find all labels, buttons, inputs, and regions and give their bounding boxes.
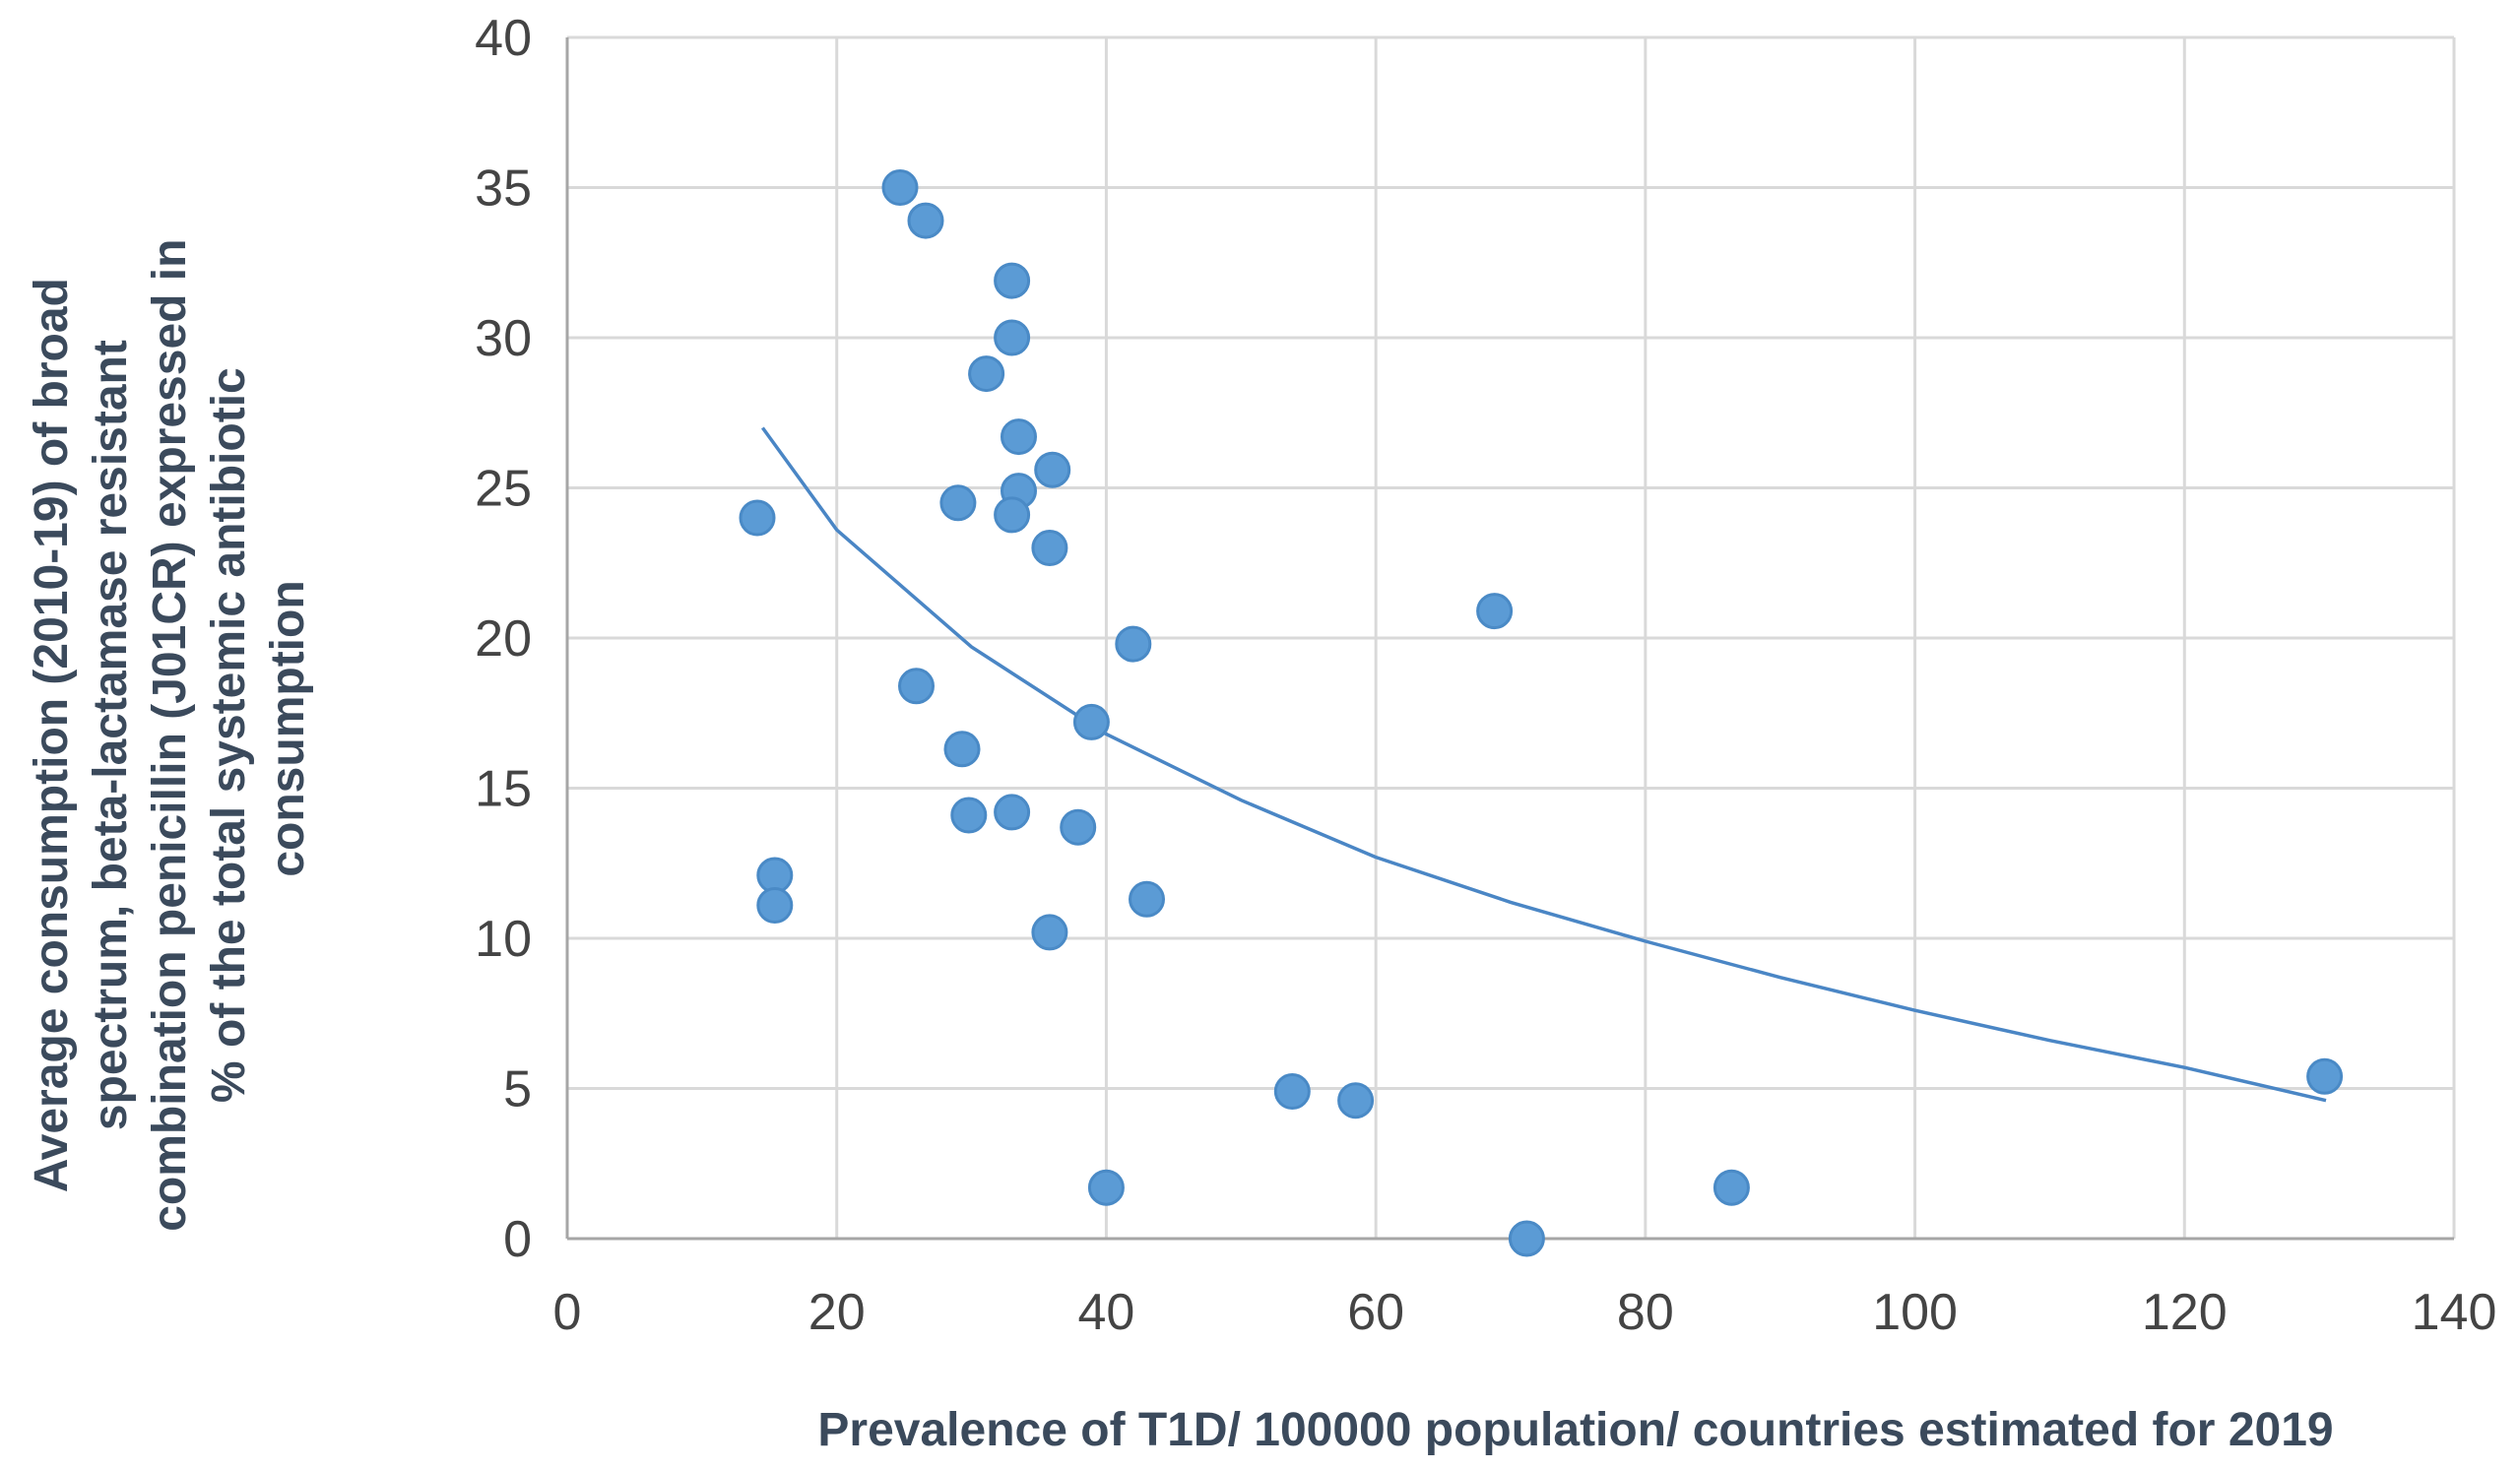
data-point <box>2306 1057 2344 1095</box>
trendline <box>760 426 2327 1103</box>
data-point <box>1337 1082 1375 1119</box>
y-axis-title-line-2: spectrum, beta-lactamase resistant <box>85 340 137 1130</box>
y-tick-labels: 0 5 10 15 20 25 30 35 40 <box>475 10 532 1268</box>
data-point <box>943 731 981 768</box>
data-point <box>1001 418 1037 456</box>
y-tick-label: 5 <box>503 1061 532 1118</box>
x-tick-label: 0 <box>553 1284 582 1341</box>
y-axis-title-line-5: consumption <box>262 580 314 876</box>
data-point <box>1273 1073 1311 1110</box>
data-point <box>1060 808 1097 846</box>
data-point <box>968 355 1005 393</box>
data-point <box>1476 593 1514 630</box>
data-point <box>739 499 776 537</box>
data-point <box>1031 914 1068 951</box>
data-point <box>994 262 1031 299</box>
y-tick-label: 20 <box>475 610 532 668</box>
x-tick-label: 100 <box>1872 1284 1958 1341</box>
x-tick-label: 40 <box>1078 1284 1135 1341</box>
data-point <box>1115 625 1152 663</box>
svg-text:Average consumption (2010-19): Average consumption (2010-19) of broad s… <box>26 225 314 1232</box>
y-axis-title: Average consumption (2010-19) of broad s… <box>26 225 314 1232</box>
data-point <box>1087 1169 1125 1206</box>
x-tick-label: 120 <box>2142 1284 2228 1341</box>
data-point <box>1129 880 1165 918</box>
data-point <box>1031 530 1068 566</box>
data-point <box>756 887 794 924</box>
y-axis-title-line-4: % of the total systemic antibiotic <box>203 367 255 1103</box>
y-tick-label: 35 <box>475 160 532 218</box>
data-point <box>994 496 1031 534</box>
y-tick-label: 0 <box>503 1211 532 1268</box>
data-point <box>756 857 794 894</box>
y-tick-label: 10 <box>475 911 532 968</box>
data-point <box>994 319 1031 356</box>
y-axis-title-line-1: Average consumption (2010-19) of broad <box>26 278 78 1192</box>
y-tick-label: 25 <box>475 461 532 518</box>
data-point <box>898 668 935 705</box>
x-tick-label: 140 <box>2412 1284 2497 1341</box>
data-point <box>881 169 919 206</box>
y-tick-label: 15 <box>475 761 532 818</box>
data-point <box>1034 451 1071 488</box>
data-points <box>739 169 2344 1257</box>
y-axis-title-line-3: combination penicillin (J01CR) expressed… <box>144 239 196 1232</box>
trendline-group <box>760 426 2327 1103</box>
x-tick-label: 20 <box>808 1284 866 1341</box>
data-point <box>950 797 988 834</box>
x-tick-label: 80 <box>1617 1284 1674 1341</box>
data-point <box>994 794 1031 831</box>
data-point <box>907 202 944 239</box>
data-point <box>1072 703 1110 740</box>
y-tick-label: 40 <box>475 10 532 67</box>
data-point <box>1508 1220 1545 1257</box>
x-axis-title: Prevalence of T1D/ 100000 population/ co… <box>817 1404 2333 1456</box>
grid-lines <box>567 35 2456 1239</box>
y-tick-label: 30 <box>475 310 532 367</box>
x-tick-labels: 0 20 40 60 80 100 120 140 <box>553 1284 2497 1341</box>
data-point <box>1712 1169 1750 1206</box>
data-point <box>939 484 977 522</box>
x-tick-label: 60 <box>1347 1284 1404 1341</box>
